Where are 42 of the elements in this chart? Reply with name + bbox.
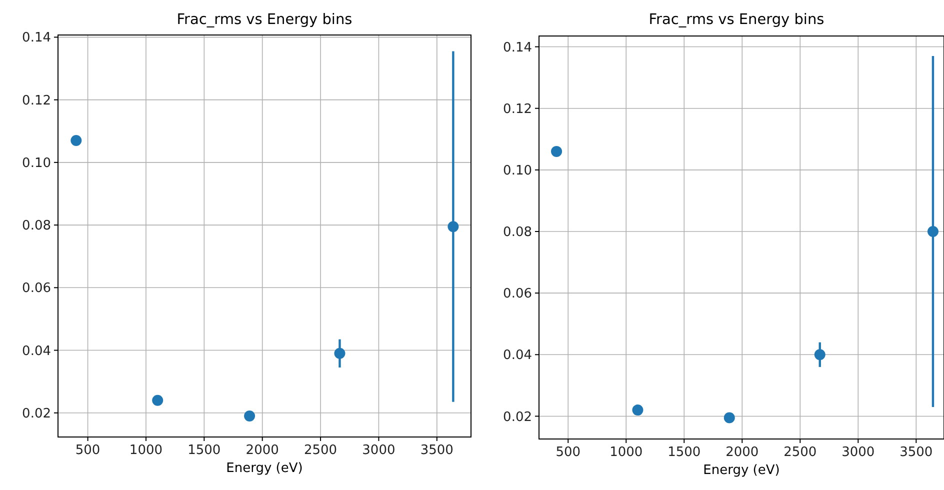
y-tick-label: 0.12 xyxy=(503,102,532,117)
point xyxy=(632,404,644,416)
chart-title: Frac_rms vs Energy bins xyxy=(176,12,352,28)
x-tick-label: 500 xyxy=(556,445,581,460)
y-tick-label: 0.10 xyxy=(503,163,532,178)
y-tick-label: 0.02 xyxy=(503,410,532,425)
x-tick-label: 2000 xyxy=(726,445,759,460)
y-tick-label: 0.04 xyxy=(503,348,532,364)
x-tick-label: 1000 xyxy=(610,445,643,460)
point xyxy=(724,412,735,424)
y-tick-label: 0.14 xyxy=(22,30,51,46)
x-tick-label: 3000 xyxy=(362,443,396,458)
x-axis-title: Energy (eV) xyxy=(703,463,780,478)
point xyxy=(152,394,164,406)
x-tick-label: 1500 xyxy=(188,443,221,458)
point xyxy=(551,146,562,157)
y-tick-label: 0.14 xyxy=(503,40,532,56)
x-axis-title: Energy (eV) xyxy=(226,461,303,476)
point xyxy=(927,226,938,237)
x-tick-label: 1500 xyxy=(668,445,701,460)
y-tick-label: 0.04 xyxy=(22,344,51,359)
point xyxy=(448,221,459,232)
y-tick-label: 0.12 xyxy=(22,93,51,108)
x-tick-label: 2500 xyxy=(304,443,338,458)
y-tick-label: 0.10 xyxy=(22,156,51,171)
y-tick-label: 0.06 xyxy=(22,281,51,296)
x-tick-label: 500 xyxy=(75,443,100,458)
x-tick-label: 2000 xyxy=(246,443,279,458)
y-tick-label: 0.06 xyxy=(503,286,532,302)
x-tick-label: 3000 xyxy=(842,445,875,460)
point xyxy=(244,410,256,422)
x-tick-label: 1000 xyxy=(129,443,163,458)
y-tick-label: 0.08 xyxy=(503,225,532,240)
point xyxy=(70,135,82,146)
y-tick-label: 0.08 xyxy=(22,218,51,234)
x-tick-label: 3500 xyxy=(420,443,454,458)
y-tick-label: 0.02 xyxy=(22,406,51,422)
x-tick-label: 2500 xyxy=(784,445,817,460)
point xyxy=(334,348,346,359)
x-tick-label: 3500 xyxy=(900,445,933,460)
chart-title: Frac_rms vs Energy bins xyxy=(648,12,824,28)
point xyxy=(814,349,826,360)
